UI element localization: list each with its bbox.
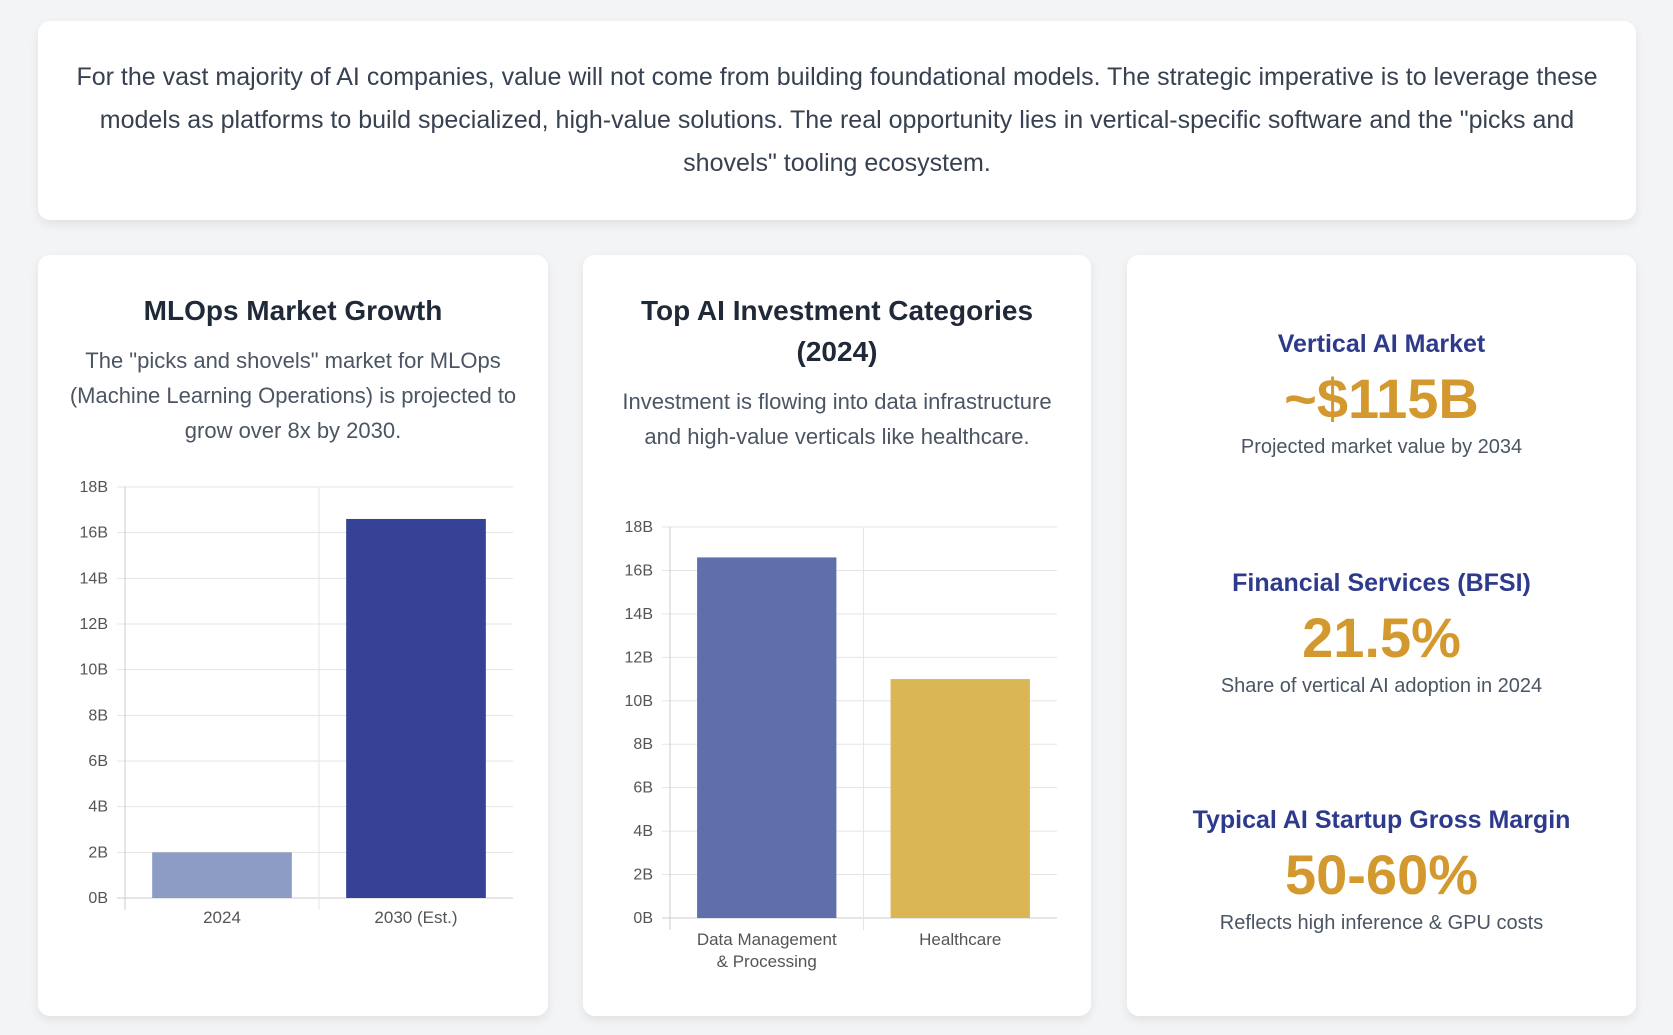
y-tick-label: 10B	[625, 693, 653, 710]
stats-card: Vertical AI Market ~$115B Projected mark…	[1127, 255, 1636, 1016]
bar	[152, 852, 292, 898]
stat-title: Vertical AI Market	[1277, 330, 1486, 358]
y-tick-label: 4B	[633, 823, 653, 840]
investment-title: Top AI Investment Categories (2024)	[640, 295, 1034, 367]
stat-title: Typical AI Startup Gross Margin	[1192, 806, 1571, 834]
stat-vertical-ai: Vertical AI Market ~$115B Projected mark…	[1127, 327, 1636, 461]
stat-gross-margin: Typical AI Startup Gross Margin 50-60% R…	[1127, 803, 1636, 937]
bar	[890, 679, 1030, 918]
y-tick-label: 18B	[80, 479, 108, 496]
investment-card: Top AI Investment Categories (2024) Inve…	[583, 255, 1091, 1016]
y-tick-label: 16B	[625, 562, 653, 579]
x-tick-label: 2024	[203, 908, 241, 927]
mlops-title: MLOps Market Growth	[143, 295, 443, 326]
y-tick-label: 6B	[633, 780, 653, 797]
y-tick-label: 8B	[633, 736, 653, 753]
bar	[697, 557, 837, 918]
bar	[346, 518, 486, 898]
mlops-subtitle: The "picks and shovels" market for MLOps…	[69, 348, 517, 443]
x-tick-label: Healthcare	[919, 930, 1001, 949]
y-tick-label: 16B	[80, 525, 108, 542]
investment-subtitle: Investment is flowing into data infrastr…	[622, 389, 1052, 449]
stat-value: 21.5%	[1302, 606, 1461, 669]
y-tick-label: 4B	[88, 799, 108, 816]
y-tick-label: 12B	[625, 649, 653, 666]
y-tick-label: 0B	[88, 890, 108, 907]
y-tick-label: 12B	[80, 616, 108, 633]
y-tick-label: 8B	[88, 707, 108, 724]
stat-title: Financial Services (BFSI)	[1232, 569, 1531, 597]
intro-text: For the vast majority of AI companies, v…	[76, 63, 1598, 177]
stat-value: ~$115B	[1284, 367, 1479, 430]
y-tick-label: 0B	[633, 910, 653, 927]
stat-value: 50-60%	[1284, 843, 1479, 906]
stat-bfsi: Financial Services (BFSI) 21.5% Share of…	[1127, 566, 1636, 700]
y-tick-label: 18B	[625, 519, 653, 536]
x-tick-label: 2030 (Est.)	[374, 908, 457, 927]
x-tick-label: Data Management	[697, 930, 837, 949]
stat-caption: Share of vertical AI adoption in 2024	[1220, 675, 1543, 697]
x-tick-label: & Processing	[717, 952, 817, 971]
stat-caption: Reflects high inference & GPU costs	[1219, 912, 1544, 934]
y-tick-label: 2B	[88, 844, 108, 861]
y-tick-label: 10B	[80, 662, 108, 679]
y-tick-label: 6B	[88, 753, 108, 770]
intro-card: For the vast majority of AI companies, v…	[38, 21, 1636, 220]
y-tick-label: 14B	[625, 606, 653, 623]
stat-caption: Projected market value by 2034	[1240, 436, 1523, 458]
y-tick-label: 2B	[633, 867, 653, 884]
y-tick-label: 14B	[80, 570, 108, 587]
